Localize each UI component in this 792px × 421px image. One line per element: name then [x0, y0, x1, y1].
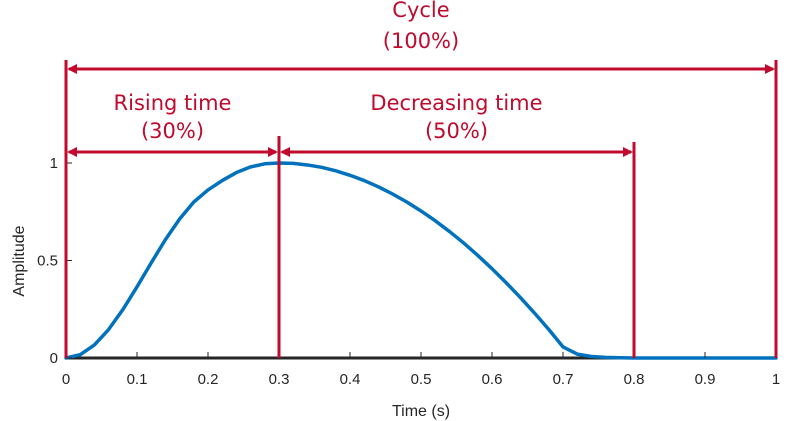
y-tick-label: 0: [50, 350, 58, 367]
x-tick-label: 0.8: [624, 371, 645, 388]
plot-area: [64, 161, 778, 360]
amplitude-series-line: [64, 161, 778, 360]
x-axis-label: Time (s): [392, 403, 450, 420]
x-tick-label: 0.9: [695, 371, 716, 388]
x-tick-label: 0.1: [127, 371, 148, 388]
decreasing-time-percent-label: (50%): [425, 119, 488, 143]
x-tick-label: 0.6: [482, 371, 503, 388]
y-tick-label: 1: [50, 155, 58, 172]
x-tick-label: 0.3: [269, 371, 290, 388]
x-tick-label: 0.7: [553, 371, 574, 388]
rising-time-label: Rising time: [114, 91, 232, 115]
x-tick-label: 1: [772, 371, 780, 388]
annotation-layer: Cycle (100%) Rising time (30%) Decreasing ti…: [64, 0, 778, 358]
rising-time-percent-label: (30%): [141, 119, 204, 143]
cycle-label: Cycle: [392, 0, 449, 22]
decreasing-time-label: Decreasing time: [370, 91, 542, 115]
y-axis-label: Amplitude: [11, 225, 28, 296]
x-tick-label: 0.2: [198, 371, 219, 388]
x-tick-label: 0.5: [411, 371, 432, 388]
x-tick-label: 0: [62, 371, 70, 388]
cycle-percent-label: (100%): [383, 29, 459, 53]
x-tick-label: 0.4: [340, 371, 361, 388]
y-tick-label: 0.5: [37, 253, 58, 270]
